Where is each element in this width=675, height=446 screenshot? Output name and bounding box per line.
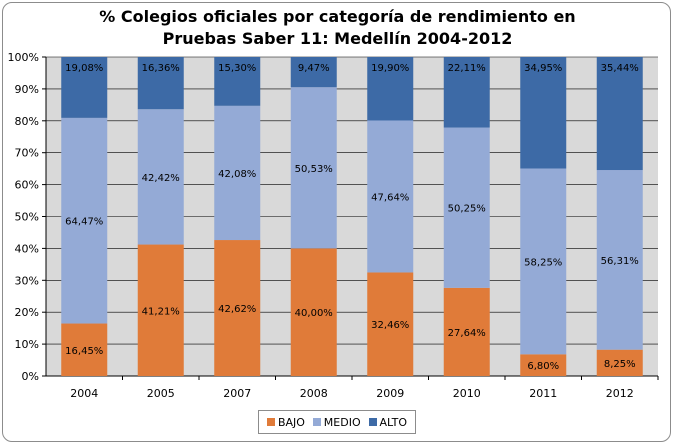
x-tick-label: 2011 [529,387,557,400]
legend-label-alto: ALTO [379,415,408,429]
y-tick-label: 30% [15,274,39,287]
bar-alto-2009 [367,57,414,121]
bar-bajo-2012 [596,349,643,376]
data-label-alto-2008: 9,47% [298,63,330,74]
bar-alto-2005 [137,57,184,110]
bar-medio-2012 [596,170,643,350]
bar-medio-2005 [137,109,184,245]
legend: BAJO MEDIO ALTO [258,410,416,434]
y-tick-label: 90% [15,83,39,96]
bar-bajo-2004 [61,323,108,376]
bar-medio-2007 [214,105,261,241]
y-tick-label: 60% [15,179,39,192]
data-label-alto-2004: 19,08% [65,63,103,74]
data-label-bajo-2012: 8,25% [604,359,636,370]
chart-title-line2: Pruebas Saber 11: Medellín 2004-2012 [162,29,513,48]
data-label-bajo-2010: 27,64% [448,328,486,339]
data-label-alto-2012: 35,44% [601,63,639,74]
data-label-medio-2009: 47,64% [371,192,409,203]
legend-label-medio: MEDIO [323,415,361,429]
data-label-bajo-2004: 16,45% [65,346,103,357]
data-label-medio-2005: 42,42% [142,173,180,184]
data-label-alto-2005: 16,36% [142,63,180,74]
data-label-bajo-2008: 40,00% [295,308,333,319]
data-label-alto-2007: 15,30% [218,63,256,74]
data-label-alto-2010: 22,11% [448,63,486,74]
legend-label-bajo: BAJO [277,415,305,429]
bar-alto-2007 [214,57,261,106]
legend-swatch-medio [312,418,321,426]
bar-alto-2008 [290,57,337,88]
bar-alto-2011 [520,57,567,169]
legend-swatch-bajo [266,418,275,426]
data-label-bajo-2005: 41,21% [142,306,180,317]
bar-bajo-2011 [520,354,567,376]
y-tick-label: 80% [15,115,39,128]
legend-item-medio: MEDIO [312,415,361,429]
x-tick-label: 2005 [147,387,175,400]
data-label-medio-2004: 64,47% [65,217,103,228]
data-label-medio-2011: 58,25% [524,257,562,268]
bar-medio-2004 [61,117,108,324]
bar-bajo-2008 [290,248,337,376]
y-tick-label: 70% [15,147,39,160]
y-tick-label: 40% [15,242,39,255]
x-tick-label: 2012 [606,387,634,400]
legend-swatch-alto [368,418,377,426]
data-label-alto-2009: 19,90% [371,63,409,74]
x-tick-label: 2010 [453,387,481,400]
chart-title: % Colegios oficiales por categoría de re… [0,6,675,50]
bar-alto-2004 [61,57,108,118]
data-label-medio-2007: 42,08% [218,169,256,180]
bar-medio-2011 [520,168,567,355]
bar-bajo-2007 [214,240,261,376]
data-label-medio-2012: 56,31% [601,256,639,267]
y-tick-label: 100% [8,51,39,64]
x-tick-label: 2009 [376,387,404,400]
bar-medio-2010 [443,127,490,288]
bar-medio-2008 [290,87,337,249]
x-tick-label: 2007 [223,387,251,400]
data-label-bajo-2011: 6,80% [527,361,559,372]
legend-item-bajo: BAJO [266,415,305,429]
data-label-medio-2010: 50,25% [448,204,486,215]
y-tick-label: 10% [15,338,39,351]
data-label-alto-2011: 34,95% [524,63,562,74]
bar-bajo-2005 [137,244,184,376]
chart-title-line1: % Colegios oficiales por categoría de re… [99,7,576,26]
bar-alto-2010 [443,57,490,128]
bar-bajo-2009 [367,272,414,376]
x-tick-label: 2008 [300,387,328,400]
legend-item-alto: ALTO [368,415,408,429]
y-tick-label: 20% [15,306,39,319]
bar-alto-2012 [596,57,643,171]
data-label-medio-2008: 50,53% [295,164,333,175]
data-label-bajo-2009: 32,46% [371,320,409,331]
bar-medio-2009 [367,120,414,273]
x-tick-label: 2004 [70,387,98,400]
bar-bajo-2010 [443,287,490,376]
y-tick-label: 0% [22,370,39,383]
data-label-bajo-2007: 42,62% [218,304,256,315]
y-tick-label: 50% [15,211,39,224]
